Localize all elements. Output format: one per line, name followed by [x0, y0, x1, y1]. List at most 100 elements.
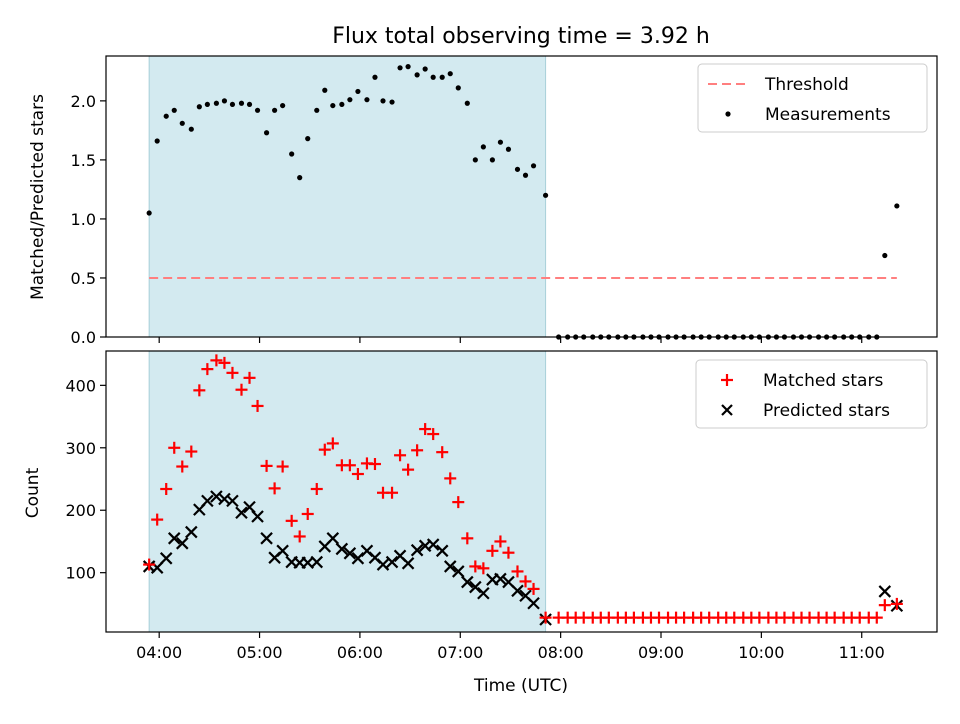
- measurement-point: [188, 126, 194, 132]
- x-tick-label: 07:00: [437, 643, 483, 662]
- x-tick-label: 05:00: [236, 643, 282, 662]
- measurement-point: [464, 100, 470, 106]
- measurement-point: [372, 74, 378, 80]
- measurement-point: [213, 100, 219, 106]
- predicted-stars-point: [461, 575, 474, 589]
- measurement-point: [322, 87, 328, 93]
- top-x-axis-ticks: [158, 337, 863, 343]
- measurement-point: [339, 101, 345, 108]
- measurement-point: [355, 88, 361, 95]
- bottom-shaded-region: [148, 350, 547, 633]
- matched-stars-point: [310, 483, 323, 496]
- predicted-stars-point: [477, 587, 490, 600]
- matched-stars-point: [502, 546, 515, 559]
- predicted-stars-point: [310, 555, 324, 569]
- matched-stars-point: [419, 423, 432, 436]
- matched-stars-point: [386, 486, 399, 499]
- legend-threshold-label: Threshold: [764, 75, 849, 95]
- matched-stars-point: [878, 599, 891, 612]
- x-tick-label: 11:00: [839, 643, 885, 662]
- predicted-stars-point: [251, 510, 264, 523]
- measurement-point: [397, 65, 403, 71]
- y-tick-label: 2.0: [71, 92, 96, 111]
- measurement-point: [330, 102, 336, 109]
- measurement-point: [297, 175, 303, 181]
- matched-stars-point: [168, 441, 181, 454]
- measurement-point: [522, 172, 529, 178]
- matched-stars-point: [539, 611, 552, 624]
- predicted-stars-point: [878, 585, 892, 598]
- predicted-stars-point: [469, 580, 482, 594]
- measurement-point: [882, 252, 888, 259]
- predicted-stars-point: [276, 544, 289, 558]
- predicted-stars-point: [159, 552, 173, 565]
- top-legend: Threshold Measurements: [697, 63, 928, 133]
- predicted-stars-point: [426, 538, 440, 551]
- matched-stars-point: [890, 597, 903, 610]
- y-tick-label: 1.0: [71, 210, 96, 229]
- bottom-panel: 100 200 300 400 04:00 05:00 06:00 07:00 08:00 09…: [23, 350, 938, 696]
- measurement-point: [422, 66, 428, 72]
- matched-stars-point: [402, 463, 415, 476]
- measurement-point: [514, 166, 521, 172]
- matched-stars-point: [160, 483, 173, 496]
- measurement-point: [364, 97, 370, 103]
- matched-stars-point: [461, 532, 474, 545]
- measurement-point: [179, 120, 185, 126]
- measurement-point: [171, 107, 177, 113]
- x-tick-label: 08:00: [538, 643, 584, 662]
- y-tick-label: 0.5: [71, 269, 96, 288]
- legend-predicted-label: Predicted stars: [763, 401, 890, 421]
- chart-title: Flux total observing time = 3.92 h: [332, 24, 710, 49]
- legend-matched-swatch: [721, 374, 733, 386]
- top-shaded-region: [148, 55, 547, 338]
- matched-stars-point: [351, 468, 364, 481]
- predicted-stars-point: [167, 532, 181, 545]
- predicted-stars-point: [335, 542, 349, 556]
- y-tick-label: 400: [65, 376, 96, 395]
- predicted-stars-point: [435, 544, 449, 558]
- predicted-stars-point: [260, 532, 273, 545]
- bottom-y-axis-ticks: 100 200 300 400: [65, 376, 106, 583]
- measurement-point: [489, 157, 495, 163]
- matched-stars-point: [318, 443, 331, 456]
- predicted-stars-point: [343, 547, 357, 560]
- matched-stars-point: [870, 611, 883, 624]
- measurement-point: [542, 192, 549, 198]
- matched-stars-point: [477, 562, 490, 575]
- bottom-legend-box: [695, 359, 928, 429]
- predicted-stars-point: [494, 572, 507, 586]
- measurement-point: [305, 136, 311, 142]
- top-legend-box: [697, 63, 928, 133]
- measurement-point: [254, 107, 261, 113]
- x-tick-label: 06:00: [337, 643, 383, 662]
- matched-stars-point: [427, 428, 440, 441]
- predicted-stars-point: [175, 537, 189, 550]
- matched-stars-point: [301, 507, 314, 520]
- x-axis-label: Time (UTC): [473, 676, 568, 696]
- measurement-point: [154, 138, 160, 144]
- measurement-point: [480, 144, 486, 150]
- measurement-point: [280, 102, 286, 109]
- matched-stars-point: [411, 444, 424, 457]
- matched-stars-point: [226, 366, 239, 379]
- matched-stars-point: [185, 445, 198, 458]
- measurement-point: [497, 139, 504, 145]
- measurement-point: [530, 163, 537, 169]
- y-tick-label: 200: [65, 501, 96, 520]
- matched-stars-point: [251, 399, 264, 412]
- measurement-point: [347, 97, 353, 103]
- measurement-point: [314, 107, 320, 113]
- matched-stars-point: [276, 460, 289, 473]
- predicted-stars-point: [326, 532, 340, 545]
- measurements-series: [146, 64, 900, 340]
- bottom-y-axis-label: Count: [23, 467, 43, 518]
- measurement-point: [229, 101, 236, 108]
- measurement-point: [447, 71, 453, 77]
- matched-stars-point: [527, 582, 540, 595]
- bottom-plot-frame: [105, 350, 938, 633]
- matched-stars-point: [143, 558, 156, 571]
- matched-stars-point: [218, 356, 231, 369]
- measurement-point: [894, 203, 900, 209]
